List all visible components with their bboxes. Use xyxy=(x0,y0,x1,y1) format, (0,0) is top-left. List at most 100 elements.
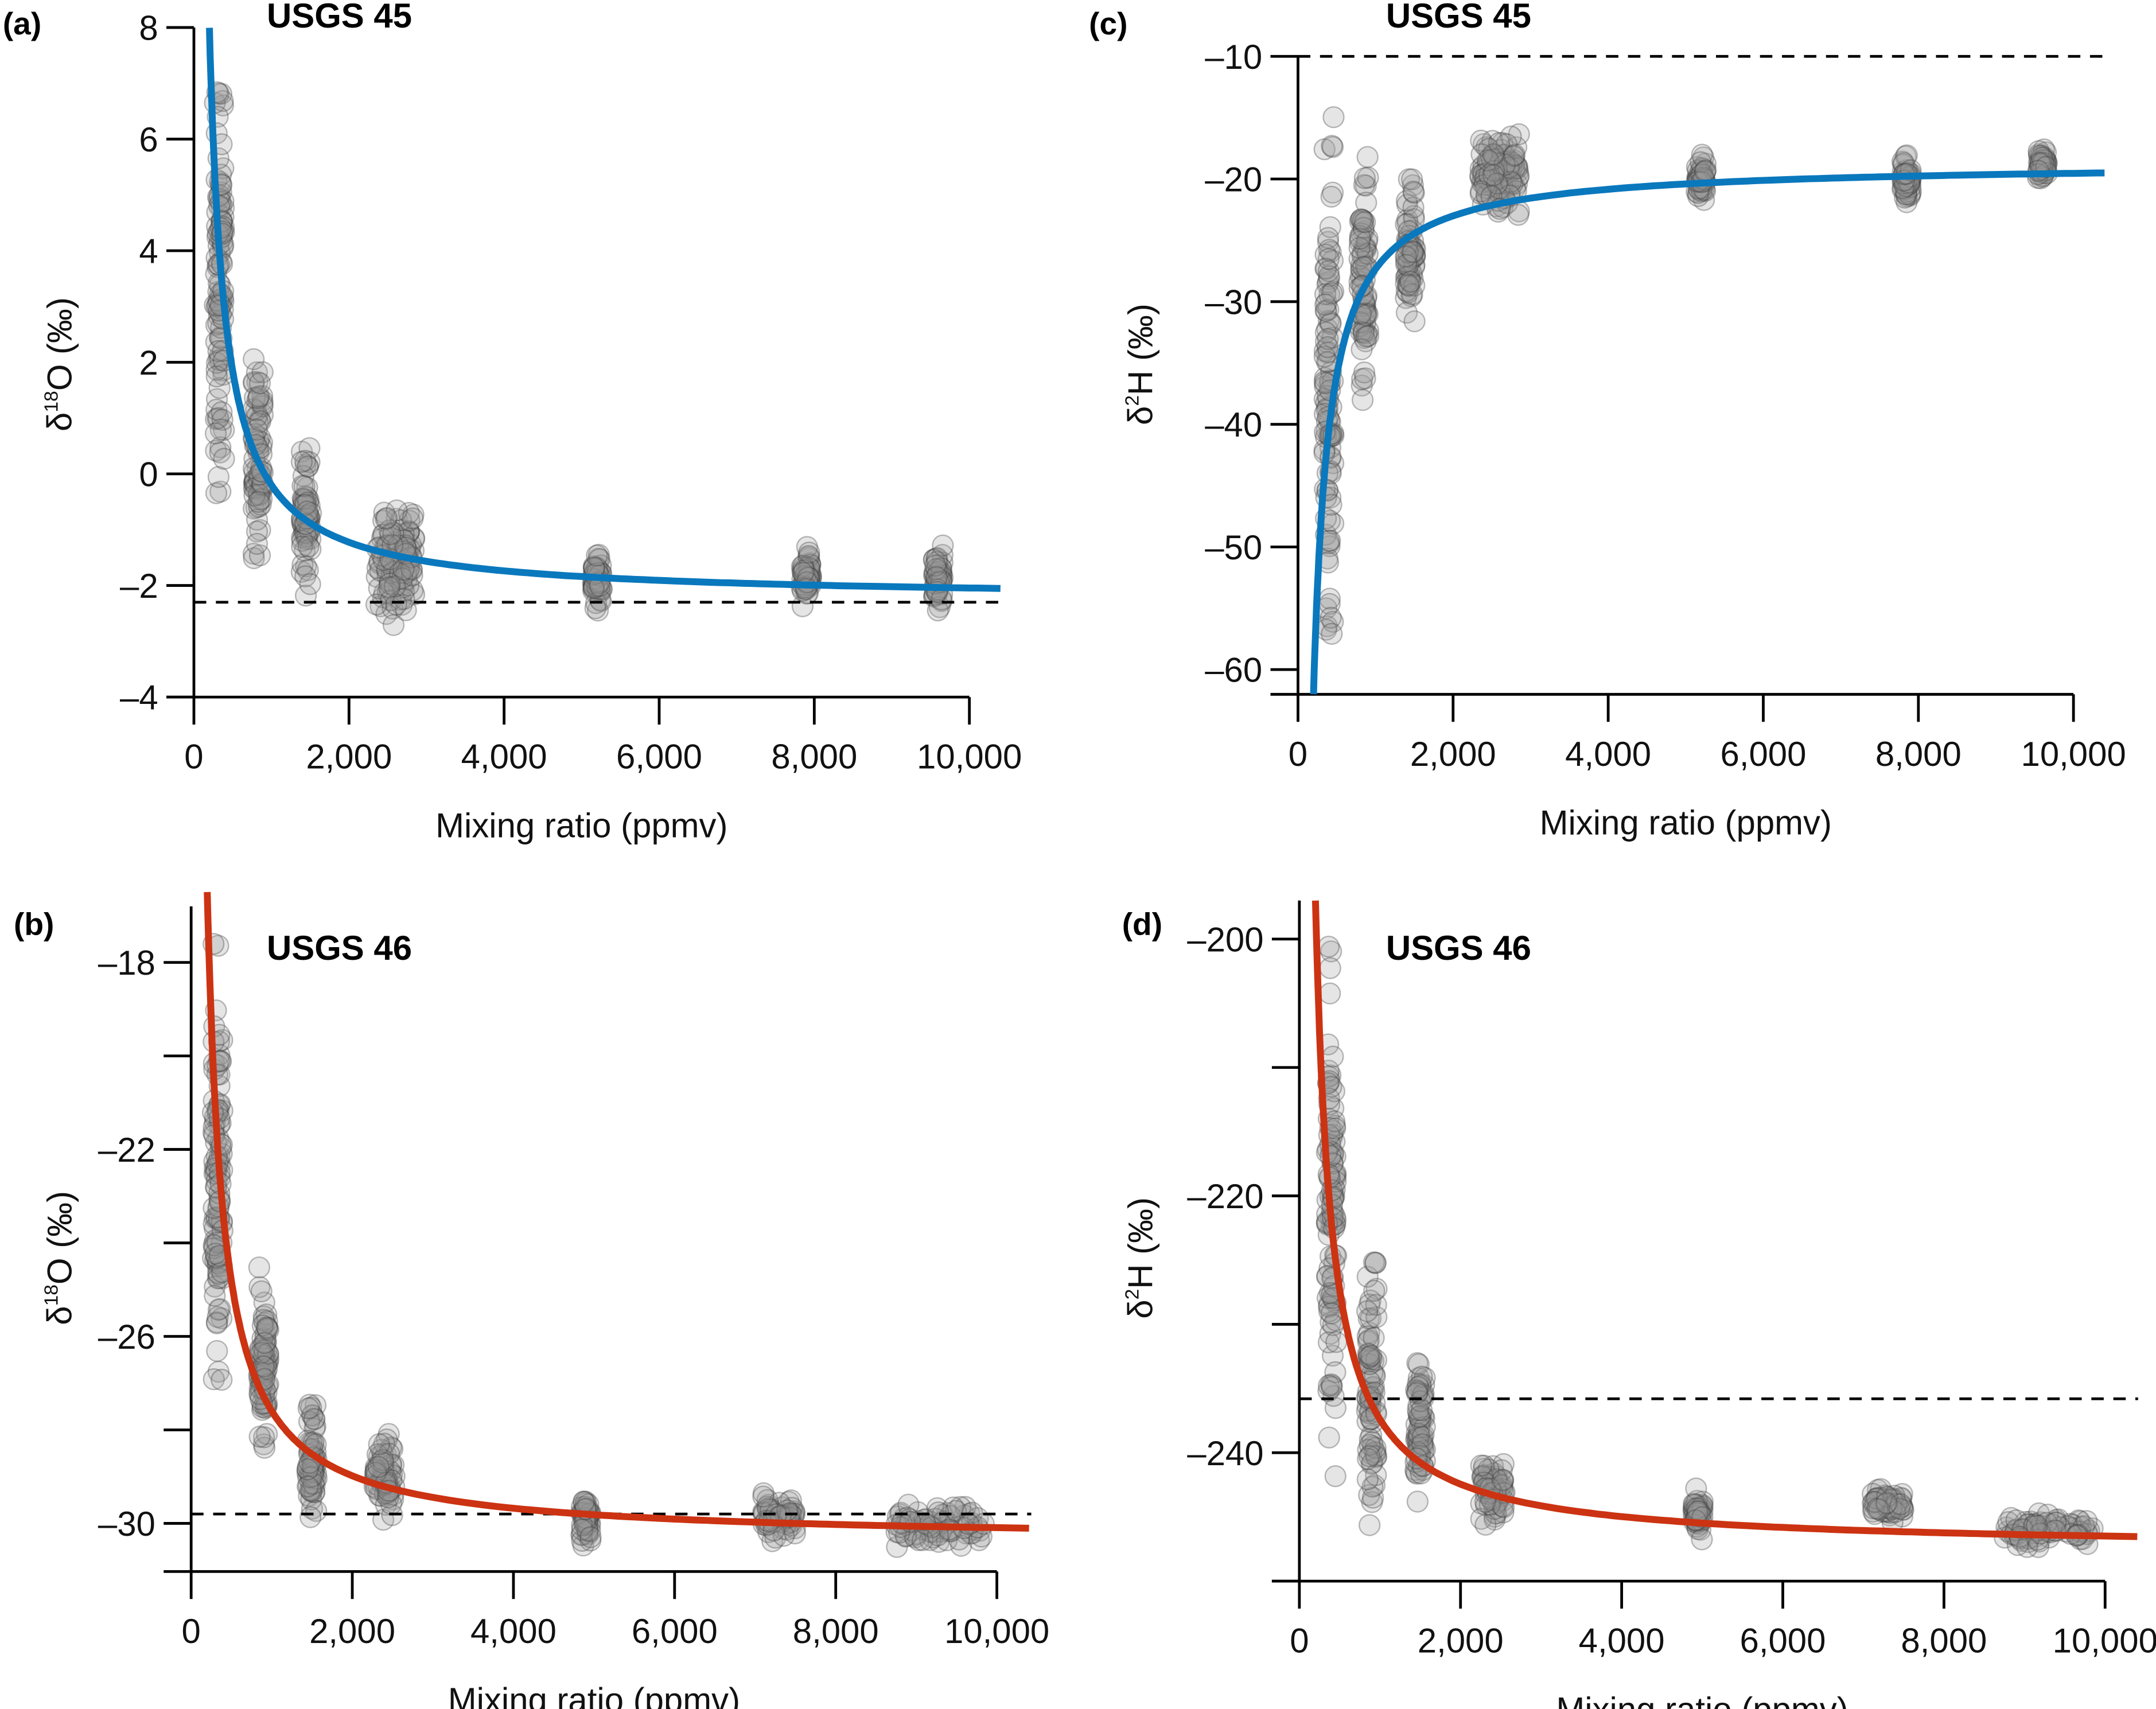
data-point xyxy=(297,1474,320,1497)
data-point xyxy=(1475,136,1498,158)
data-point xyxy=(1360,1345,1383,1367)
data-points xyxy=(1313,106,2058,645)
data-point xyxy=(1503,158,1525,180)
data-point xyxy=(293,539,316,562)
data-point xyxy=(291,526,313,549)
data-point xyxy=(1352,209,1374,232)
data-point xyxy=(2029,145,2052,167)
data-point xyxy=(1321,282,1343,305)
data-point xyxy=(1317,328,1339,351)
data-point xyxy=(251,361,274,383)
data-point xyxy=(1401,242,1423,264)
data-point xyxy=(244,399,267,422)
data-point xyxy=(1351,244,1373,267)
data-point xyxy=(291,487,314,510)
data-point xyxy=(1317,271,1339,294)
data-point xyxy=(1356,1300,1379,1322)
data-point xyxy=(1472,163,1495,185)
data-point xyxy=(1896,191,1918,213)
data-point xyxy=(369,1454,392,1477)
data-point xyxy=(1472,168,1494,190)
data-point xyxy=(1313,345,1336,368)
data-point xyxy=(1492,155,1515,178)
data-point xyxy=(368,1445,391,1468)
panel-label: (d) xyxy=(1122,906,1162,942)
data-point xyxy=(587,543,610,566)
data-point xyxy=(256,1351,279,1373)
data-point xyxy=(303,1408,326,1431)
data-point xyxy=(251,488,273,510)
data-point xyxy=(1320,185,1342,208)
data-point xyxy=(211,408,233,431)
data-point xyxy=(392,558,415,581)
data-point xyxy=(254,1332,276,1354)
data-point xyxy=(797,545,820,567)
data-point xyxy=(1399,250,1421,273)
data-point xyxy=(1320,1302,1342,1325)
data-point xyxy=(1348,236,1371,259)
data-point xyxy=(247,387,270,410)
data-point xyxy=(290,441,313,463)
data-point xyxy=(1508,123,1530,146)
data-point xyxy=(250,493,272,516)
data-point xyxy=(1396,265,1418,287)
data-point xyxy=(251,395,274,418)
data-point xyxy=(1395,250,1418,273)
data-point xyxy=(372,509,395,532)
data-point xyxy=(376,560,399,582)
data-point xyxy=(243,472,266,494)
data-point xyxy=(391,567,414,590)
y-axis-label: δ2H (‰) xyxy=(1121,303,1159,425)
data-point xyxy=(247,483,270,506)
data-point xyxy=(1317,310,1340,332)
x-axis-label: Mixing ratio (ppmv) xyxy=(1540,804,1832,842)
data-point xyxy=(248,385,270,408)
x-tick-label: 2,000 xyxy=(1410,735,1496,773)
data-point xyxy=(378,1423,400,1445)
data-point xyxy=(248,408,271,431)
data-point xyxy=(298,495,321,517)
data-point xyxy=(793,559,816,582)
data-point xyxy=(296,528,318,550)
data-point xyxy=(798,541,820,564)
data-point xyxy=(1486,172,1508,195)
data-point xyxy=(371,1443,394,1465)
data-point xyxy=(1505,173,1528,195)
data-point xyxy=(373,1432,396,1455)
data-point xyxy=(1499,167,1522,189)
data-point xyxy=(291,530,313,552)
data-point xyxy=(293,523,315,546)
data-point xyxy=(1314,257,1337,280)
data-point xyxy=(1482,164,1505,186)
data-point xyxy=(1476,153,1499,175)
fit-curve xyxy=(206,28,1001,592)
data-point xyxy=(1493,158,1516,180)
data-point xyxy=(398,521,420,544)
data-point xyxy=(243,371,265,393)
data-point xyxy=(386,560,408,583)
data-point xyxy=(1351,389,1374,411)
data-point xyxy=(1359,1514,1381,1536)
data-point xyxy=(294,454,317,476)
data-point xyxy=(573,1491,595,1513)
data-point xyxy=(379,1460,402,1483)
data-point xyxy=(249,488,271,511)
data-point xyxy=(297,456,320,478)
data-point xyxy=(1492,1469,1514,1491)
data-point xyxy=(2033,146,2056,169)
data-point xyxy=(297,1458,319,1481)
x-tick-label: 6,000 xyxy=(1740,1622,1826,1660)
data-point xyxy=(398,509,421,532)
data-point xyxy=(1505,154,1528,177)
data-point xyxy=(257,1318,279,1341)
data-point xyxy=(1317,260,1340,282)
data-point xyxy=(1503,145,1525,168)
data-point xyxy=(294,485,317,508)
data-point xyxy=(930,557,952,579)
data-points xyxy=(204,81,954,636)
data-point xyxy=(1396,281,1419,303)
data-point xyxy=(375,508,397,530)
data-point xyxy=(1320,606,1342,629)
data-point xyxy=(378,576,400,598)
data-point xyxy=(1493,154,1516,176)
